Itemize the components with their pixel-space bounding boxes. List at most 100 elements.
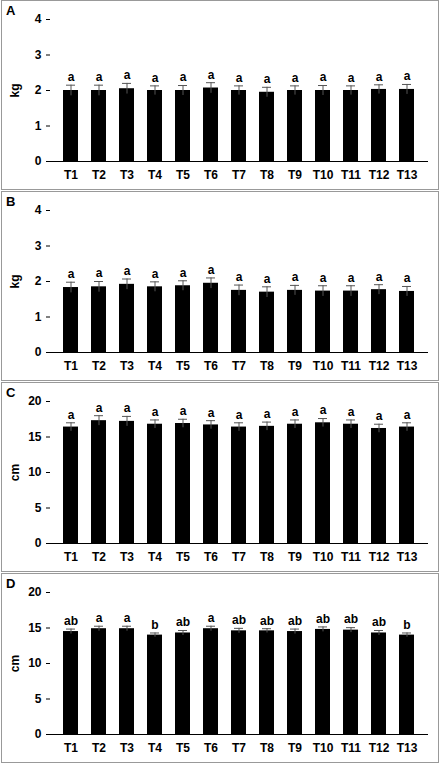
svg-text:a: a [180,266,187,280]
svg-text:cm: cm [8,464,22,481]
svg-text:T9: T9 [288,168,302,182]
svg-text:a: a [292,405,299,419]
svg-text:T5: T5 [176,168,190,182]
svg-text:kg: kg [8,274,22,288]
svg-text:T1: T1 [64,741,78,755]
svg-text:T10: T10 [313,359,334,373]
svg-text:T2: T2 [92,359,106,373]
svg-text:T7: T7 [232,550,246,564]
svg-text:T6: T6 [204,168,218,182]
svg-text:a: a [376,409,383,423]
svg-text:T8: T8 [260,359,274,373]
svg-text:T11: T11 [341,550,361,564]
svg-text:a: a [152,267,159,281]
svg-text:a: a [264,72,271,86]
svg-text:a: a [320,403,327,417]
svg-text:T8: T8 [260,550,274,564]
svg-text:a: a [152,71,159,85]
svg-text:a: a [292,270,299,284]
svg-text:a: a [348,271,355,285]
svg-text:1: 1 [35,310,42,324]
svg-text:kg: kg [8,83,22,97]
svg-text:4: 4 [35,12,42,26]
svg-text:T10: T10 [313,550,334,564]
svg-text:T11: T11 [341,359,361,373]
svg-text:2: 2 [35,83,42,97]
svg-text:a: a [208,611,215,625]
svg-text:ab: ab [372,615,386,629]
svg-text:T9: T9 [288,550,302,564]
svg-text:a: a [208,263,215,277]
svg-text:a: a [320,271,327,285]
svg-text:a: a [68,267,75,281]
svg-text:a: a [208,68,215,82]
svg-text:a: a [124,68,131,82]
svg-text:a: a [348,405,355,419]
svg-text:T12: T12 [369,168,390,182]
svg-text:T13: T13 [397,741,418,755]
svg-text:T6: T6 [204,741,218,755]
svg-text:T13: T13 [397,168,418,182]
svg-text:a: a [292,71,299,85]
svg-text:T7: T7 [232,168,246,182]
svg-text:20: 20 [28,585,42,599]
svg-text:a: a [236,408,243,422]
svg-text:ab: ab [232,613,246,627]
svg-text:T3: T3 [120,168,134,182]
svg-text:a: a [236,270,243,284]
svg-text:a: a [180,404,187,418]
svg-text:a: a [96,611,103,625]
svg-text:a: a [96,401,103,415]
svg-text:b: b [151,618,158,632]
svg-text:cm: cm [8,655,22,672]
svg-text:T13: T13 [397,359,418,373]
svg-text:a: a [264,407,271,421]
svg-text:2: 2 [35,274,42,288]
svg-text:1: 1 [35,119,42,133]
svg-text:ab: ab [64,614,78,628]
svg-text:10: 10 [28,656,42,670]
svg-text:T1: T1 [64,168,78,182]
svg-text:0: 0 [35,727,42,741]
svg-text:3: 3 [35,239,42,253]
svg-text:T7: T7 [232,741,246,755]
svg-text:a: a [348,71,355,85]
svg-text:10: 10 [28,465,42,479]
svg-text:b: b [403,618,410,632]
svg-text:T9: T9 [288,741,302,755]
svg-text:T5: T5 [176,550,190,564]
svg-text:a: a [68,408,75,422]
svg-text:T6: T6 [204,550,218,564]
svg-text:a: a [404,69,411,83]
svg-text:T8: T8 [260,741,274,755]
svg-text:ab: ab [288,614,302,628]
svg-text:T13: T13 [397,550,418,564]
svg-text:T2: T2 [92,168,106,182]
svg-text:a: a [68,70,75,84]
svg-text:T12: T12 [369,550,390,564]
svg-text:a: a [208,406,215,420]
svg-text:ab: ab [176,615,190,629]
svg-text:0: 0 [35,154,42,168]
svg-text:a: a [376,70,383,84]
svg-text:T4: T4 [148,550,162,564]
svg-text:T9: T9 [288,359,302,373]
svg-text:T4: T4 [148,168,162,182]
svg-text:a: a [96,266,103,280]
svg-text:ab: ab [344,612,358,626]
svg-text:T2: T2 [92,741,106,755]
svg-text:20: 20 [28,394,42,408]
svg-text:T3: T3 [120,359,134,373]
svg-text:T11: T11 [341,741,361,755]
svg-text:T12: T12 [369,741,390,755]
svg-text:T10: T10 [313,168,334,182]
svg-text:a: a [96,70,103,84]
svg-text:a: a [264,272,271,286]
svg-text:T3: T3 [120,741,134,755]
svg-text:ab: ab [260,614,274,628]
svg-text:T1: T1 [64,550,78,564]
svg-text:a: a [124,611,131,625]
svg-text:T11: T11 [341,168,361,182]
svg-text:T8: T8 [260,168,274,182]
svg-text:a: a [404,271,411,285]
